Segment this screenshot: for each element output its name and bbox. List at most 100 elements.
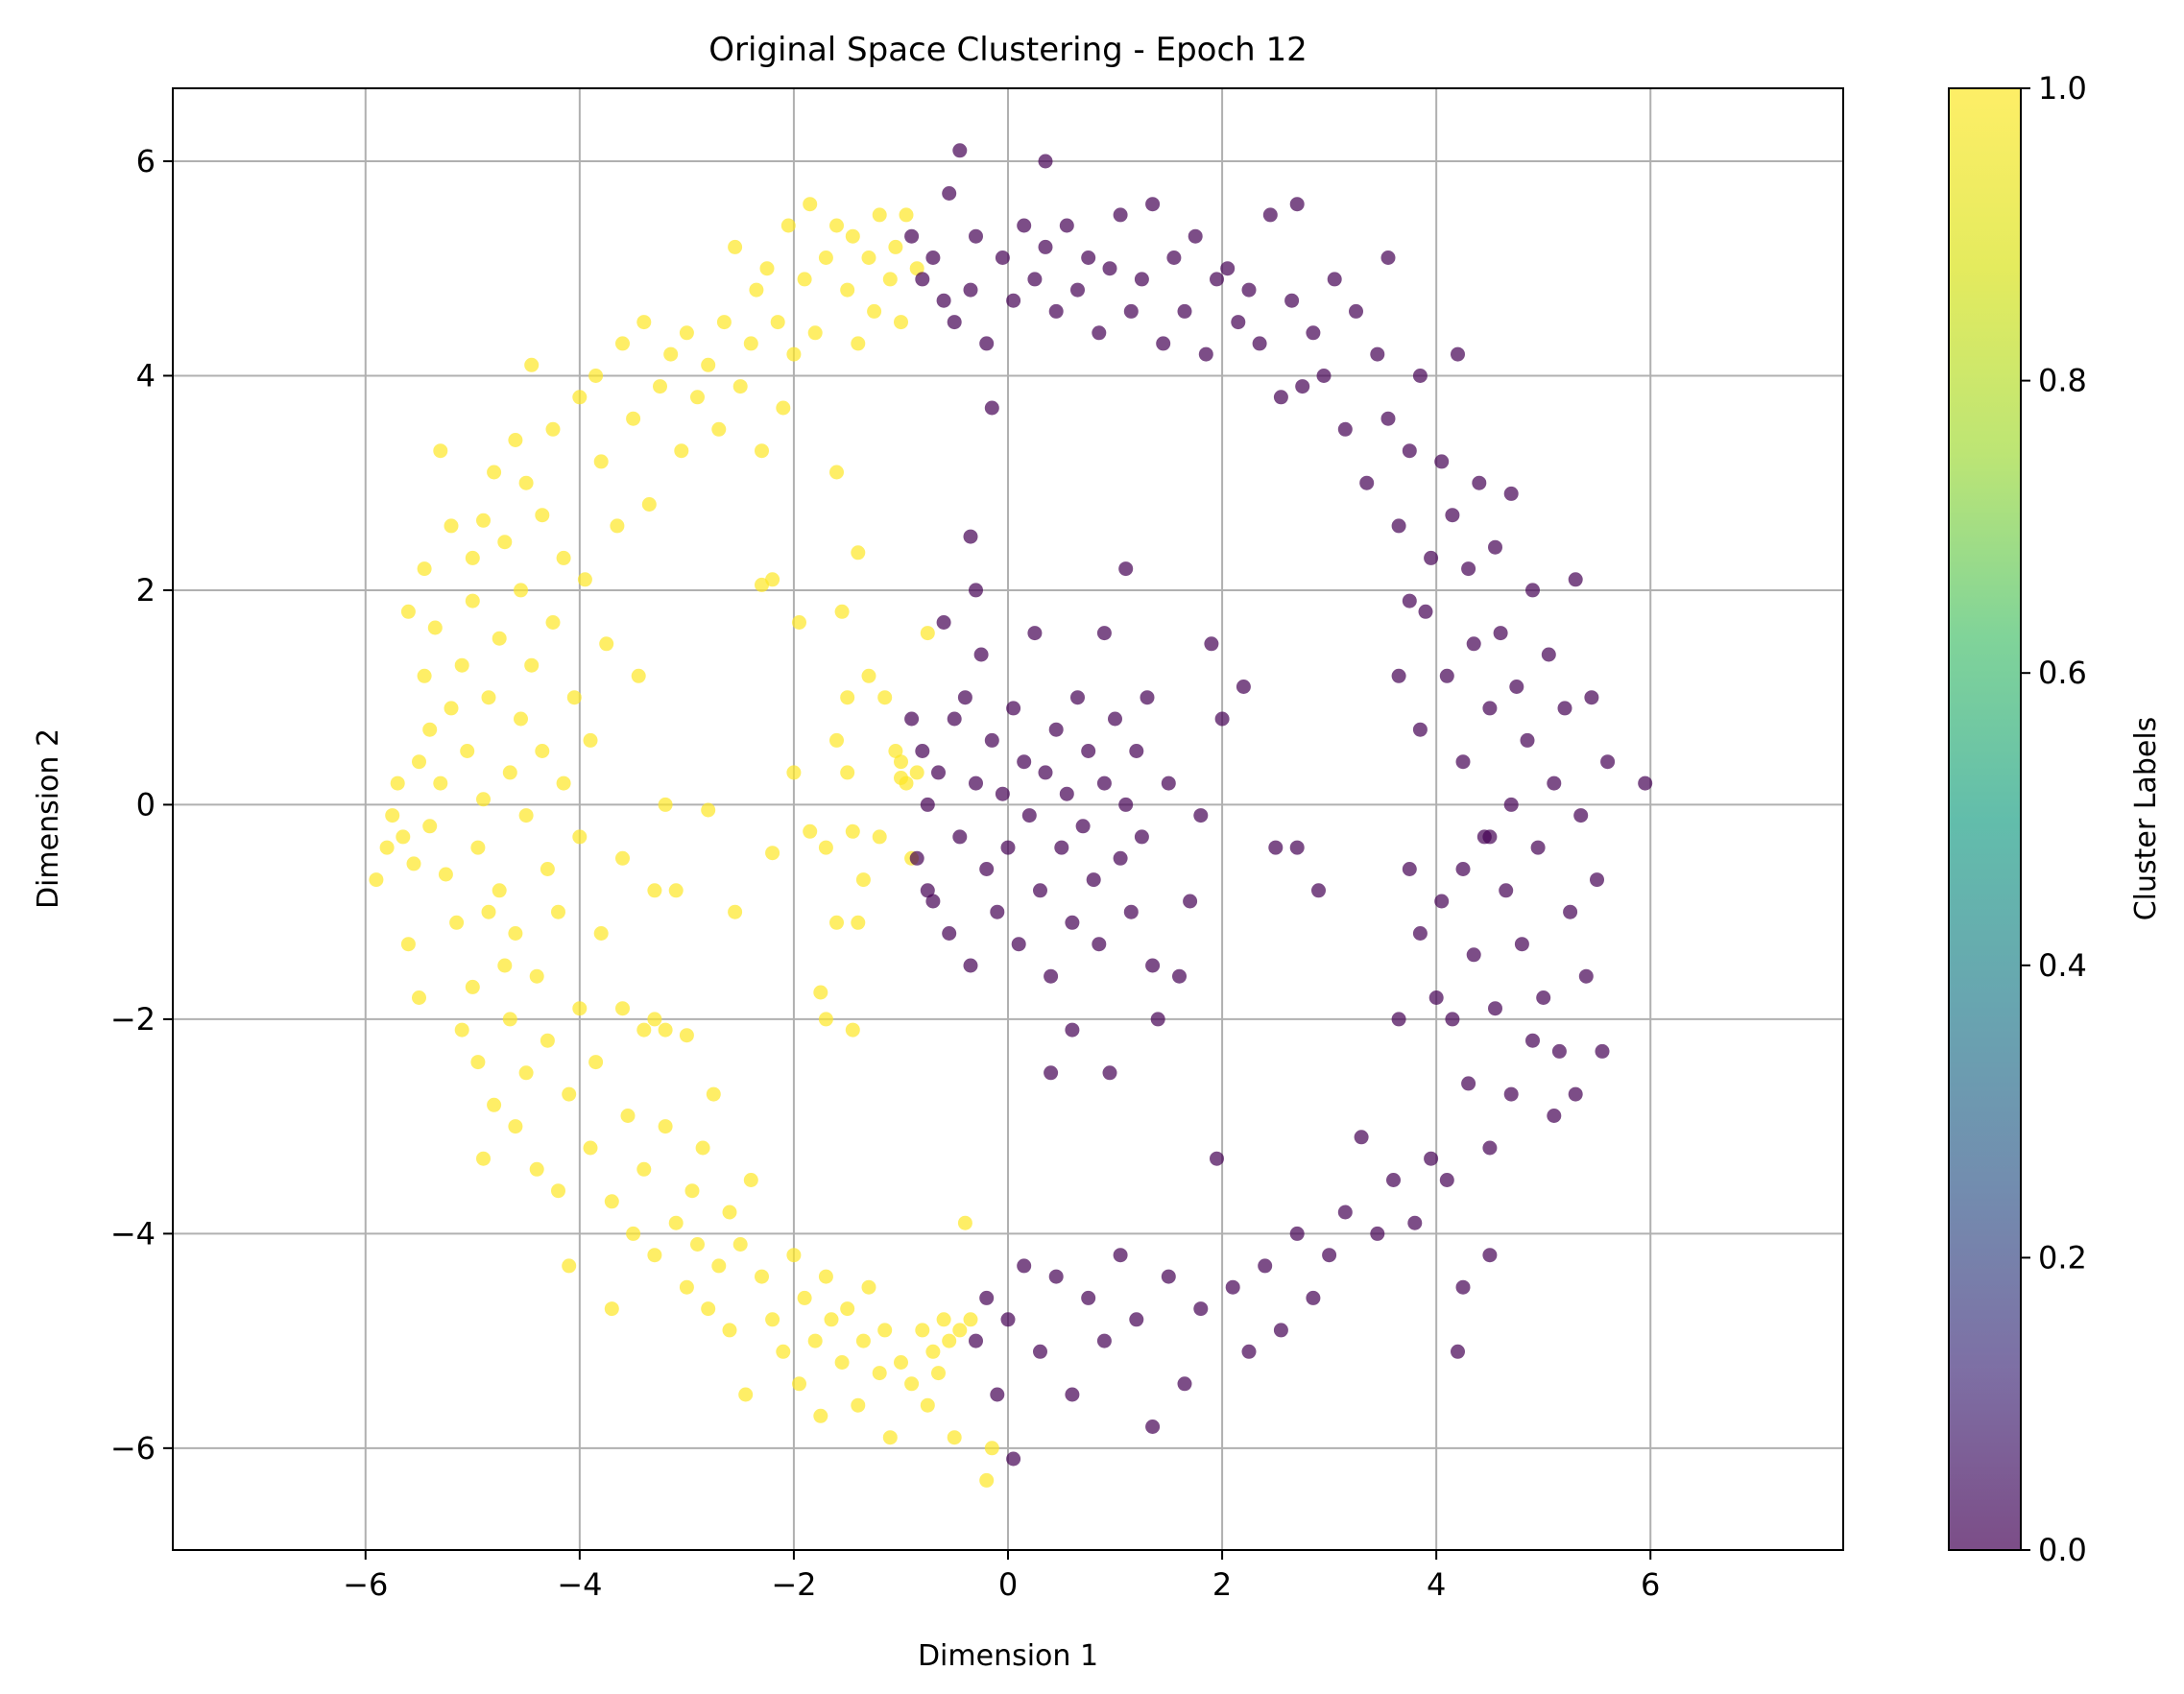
scatter-point: [1273, 1323, 1288, 1338]
scatter-point: [1316, 369, 1332, 383]
scatter-point: [1006, 293, 1021, 308]
scatter-point: [904, 1376, 920, 1392]
scatter-point: [894, 754, 908, 770]
colorbar-tick-label: 0.0: [2038, 1532, 2087, 1568]
scatter-point: [840, 690, 855, 705]
scatter-point: [417, 561, 432, 577]
scatter-point: [963, 282, 978, 298]
scatter-point: [1359, 475, 1375, 490]
scatter-point: [412, 990, 426, 1005]
scatter-point: [1210, 1151, 1224, 1166]
scatter-point: [1033, 883, 1047, 898]
scatter-point: [1354, 1130, 1369, 1145]
scatter-point: [1391, 668, 1406, 683]
scatter-point: [427, 620, 443, 635]
scatter-point: [577, 572, 592, 587]
scatter-point: [551, 1183, 565, 1199]
scatter-point: [444, 701, 459, 716]
scatter-point: [1145, 1420, 1161, 1434]
scatter-point: [695, 1140, 710, 1156]
scatter-point: [1038, 765, 1053, 780]
scatter-point: [1075, 819, 1091, 834]
scatter-point: [1273, 390, 1288, 405]
scatter-point: [1461, 561, 1476, 577]
scatter-point: [1177, 1376, 1192, 1392]
scatter-point: [1096, 626, 1112, 641]
scatter-point: [1493, 626, 1508, 641]
scatter-point: [487, 1097, 502, 1112]
scatter-point: [679, 1279, 694, 1295]
scatter-point: [1306, 1290, 1321, 1305]
scatter-point: [396, 829, 411, 845]
scatter-point: [1407, 1215, 1423, 1230]
scatter-point: [834, 1355, 850, 1370]
x-tick-label: 0: [998, 1566, 1018, 1603]
scatter-point: [818, 1269, 833, 1284]
scatter-point: [952, 829, 968, 845]
scatter-point: [1113, 1248, 1128, 1263]
scatter-point: [722, 1205, 737, 1220]
scatter-point: [1412, 722, 1428, 737]
data-points: [369, 143, 1653, 1488]
scatter-point: [1482, 829, 1498, 845]
scatter-point: [1380, 251, 1396, 265]
scatter-point: [979, 1290, 995, 1305]
scatter-point: [518, 475, 534, 490]
x-tick-label: 4: [1427, 1566, 1446, 1603]
scatter-point: [942, 926, 957, 941]
y-axis-label: Dimension 2: [32, 728, 65, 909]
scatter-point: [497, 535, 513, 550]
scatter-point: [470, 1055, 486, 1070]
scatter-point: [508, 926, 523, 941]
scatter-point: [1048, 1269, 1064, 1284]
scatter-point: [792, 1376, 806, 1392]
scatter-point: [894, 1355, 908, 1370]
colorbar-gradient: [1949, 88, 2021, 1550]
colorbar-ticks: 0.0 0.2 0.4 0.6 0.8 1.0: [2021, 70, 2087, 1568]
scatter-point: [508, 433, 523, 447]
scatter-point: [535, 744, 550, 758]
scatter-point: [765, 1312, 780, 1327]
scatter-point: [813, 1408, 828, 1423]
scatter-point: [755, 577, 769, 592]
scatter-point: [957, 690, 972, 705]
scatter-point: [1370, 1226, 1385, 1241]
scatter-point: [1337, 421, 1353, 437]
scatter-point: [701, 1301, 716, 1317]
scatter-point: [615, 1001, 630, 1016]
scatter-point: [690, 1237, 705, 1252]
scatter-point: [936, 615, 951, 630]
scatter-point: [755, 443, 769, 459]
scatter-point: [1488, 1001, 1502, 1016]
scatter-point: [1600, 754, 1616, 770]
scatter-point: [1188, 228, 1203, 244]
scatter-point: [465, 979, 480, 994]
scatter-point: [1123, 303, 1139, 319]
scatter-point: [379, 840, 395, 855]
scatter-point: [470, 840, 486, 855]
scatter-point: [438, 867, 453, 882]
scatter-point: [465, 550, 480, 565]
scatter-point: [759, 261, 775, 276]
scatter-point: [631, 668, 646, 683]
scatter-point: [824, 1312, 839, 1327]
scatter-point: [952, 143, 968, 158]
scatter-point: [888, 239, 903, 254]
scatter-point: [872, 207, 887, 223]
scatter-point: [861, 251, 876, 265]
scatter-point: [1289, 840, 1305, 855]
colorbar-tick-label: 1.0: [2038, 70, 2087, 107]
scatter-point: [807, 325, 823, 341]
scatter-point: [1038, 239, 1053, 254]
scatter-point: [615, 336, 630, 351]
scatter-point: [1391, 518, 1406, 534]
x-tick-label: −4: [557, 1566, 602, 1603]
scatter-point: [1150, 1012, 1165, 1027]
scatter-point: [818, 251, 833, 265]
scatter-point: [1081, 251, 1096, 265]
scatter-point: [1503, 486, 1519, 501]
scatter-point: [755, 1269, 769, 1284]
scatter-point: [556, 775, 571, 791]
scatter-point: [743, 1173, 758, 1187]
